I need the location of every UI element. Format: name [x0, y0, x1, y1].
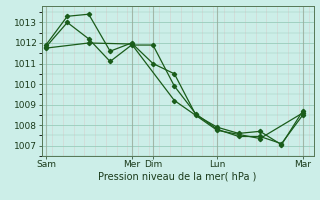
X-axis label: Pression niveau de la mer( hPa ): Pression niveau de la mer( hPa ) [99, 172, 257, 182]
